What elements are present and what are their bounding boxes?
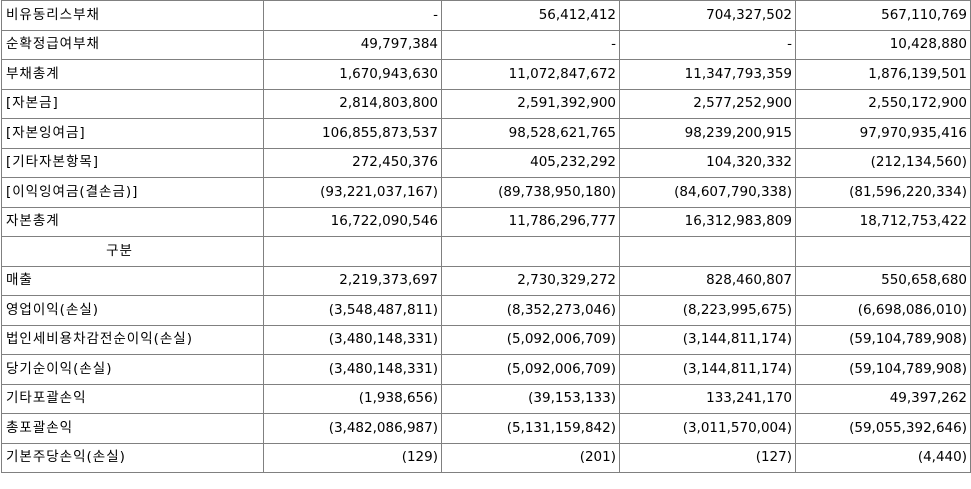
cell-value: (81,596,220,334) xyxy=(795,177,971,208)
cell-value: 1,876,139,501 xyxy=(795,59,971,90)
cell-value: (6,698,086,010) xyxy=(795,295,971,326)
cell-value: 98,239,200,915 xyxy=(619,118,796,149)
cell-value: (201) xyxy=(441,442,620,473)
row-label: 부채총계 xyxy=(1,59,264,90)
cell-value: 2,814,803,800 xyxy=(263,88,442,119)
cell-value: 98,528,621,765 xyxy=(441,118,620,149)
table-row: [이익잉여금(결손금)] (93,221,037,167) (89,738,95… xyxy=(1,177,971,208)
table-row: 기본주당손익(손실) (129) (201) (127) (4,440) xyxy=(1,442,971,473)
cell-value: 2,591,392,900 xyxy=(441,88,620,119)
cell-value: 56,412,412 xyxy=(441,0,620,31)
row-label: 자본총계 xyxy=(1,206,264,237)
header-cell xyxy=(441,236,620,267)
cell-value: 104,320,332 xyxy=(619,147,796,178)
cell-value: 16,312,983,809 xyxy=(619,206,796,237)
cell-value: 2,550,172,900 xyxy=(795,88,971,119)
cell-value: 550,658,680 xyxy=(795,265,971,296)
cell-value: (5,092,006,709) xyxy=(441,324,620,355)
row-label: 당기순이익(손실) xyxy=(1,354,264,385)
table-row: [기타자본항목] 272,450,376 405,232,292 104,320… xyxy=(1,147,971,178)
cell-value: (3,144,811,174) xyxy=(619,354,796,385)
cell-value: (1,938,656) xyxy=(263,383,442,414)
table-row: 순확정급여부채 49,797,384 - - 10,428,880 xyxy=(1,29,971,60)
row-label: 기타포괄손익 xyxy=(1,383,264,414)
table-row: 기타포괄손익 (1,938,656) (39,153,133) 133,241,… xyxy=(1,383,971,414)
cell-value: (84,607,790,338) xyxy=(619,177,796,208)
cell-value: (3,480,148,331) xyxy=(263,324,442,355)
row-label: 총포괄손익 xyxy=(1,413,264,444)
row-label: [자본금] xyxy=(1,88,264,119)
header-cell xyxy=(263,236,442,267)
cell-value: 11,072,847,672 xyxy=(441,59,620,90)
cell-value: (59,104,789,908) xyxy=(795,354,971,385)
table-row: 자본총계 16,722,090,546 11,786,296,777 16,31… xyxy=(1,206,971,237)
table-row: 총포괄손익 (3,482,086,987) (5,131,159,842) (3… xyxy=(1,413,971,444)
cell-value: 106,855,873,537 xyxy=(263,118,442,149)
row-label: [자본잉여금] xyxy=(1,118,264,149)
cell-value: (39,153,133) xyxy=(441,383,620,414)
cell-value: 10,428,880 xyxy=(795,29,971,60)
cell-value: (129) xyxy=(263,442,442,473)
table-row: 부채총계 1,670,943,630 11,072,847,672 11,347… xyxy=(1,59,971,90)
cell-value: (8,352,273,046) xyxy=(441,295,620,326)
cell-value: 567,110,769 xyxy=(795,0,971,31)
table-row: 법인세비용차감전순이익(손실) (3,480,148,331) (5,092,0… xyxy=(1,324,971,355)
cell-value: 2,577,252,900 xyxy=(619,88,796,119)
header-cell xyxy=(619,236,796,267)
cell-value: (93,221,037,167) xyxy=(263,177,442,208)
cell-value: - xyxy=(263,0,442,31)
cell-value: 49,797,384 xyxy=(263,29,442,60)
cell-value: 1,670,943,630 xyxy=(263,59,442,90)
cell-value: 133,241,170 xyxy=(619,383,796,414)
cell-value: 11,347,793,359 xyxy=(619,59,796,90)
row-label: [이익잉여금(결손금)] xyxy=(1,177,264,208)
cell-value: 11,786,296,777 xyxy=(441,206,620,237)
cell-value: (3,144,811,174) xyxy=(619,324,796,355)
cell-value: (5,131,159,842) xyxy=(441,413,620,444)
cell-value: - xyxy=(441,29,620,60)
cell-value: (3,548,487,811) xyxy=(263,295,442,326)
cell-value: (4,440) xyxy=(795,442,971,473)
cell-value: (89,738,950,180) xyxy=(441,177,620,208)
cell-value: (3,482,086,987) xyxy=(263,413,442,444)
financial-table: 비유동리스부채 - 56,412,412 704,327,502 567,110… xyxy=(1,0,971,473)
cell-value: 272,450,376 xyxy=(263,147,442,178)
row-label: 영업이익(손실) xyxy=(1,295,264,326)
cell-value: (127) xyxy=(619,442,796,473)
table-row: [자본금] 2,814,803,800 2,591,392,900 2,577,… xyxy=(1,88,971,119)
row-label: 매출 xyxy=(1,265,264,296)
cell-value: (212,134,560) xyxy=(795,147,971,178)
row-label: 기본주당손익(손실) xyxy=(1,442,264,473)
row-label: 순확정급여부채 xyxy=(1,29,264,60)
section-header-label: 구분 xyxy=(1,236,264,267)
cell-value: 18,712,753,422 xyxy=(795,206,971,237)
cell-value: (3,480,148,331) xyxy=(263,354,442,385)
cell-value: (59,055,392,646) xyxy=(795,413,971,444)
cell-value: (59,104,789,908) xyxy=(795,324,971,355)
cell-value: (8,223,995,675) xyxy=(619,295,796,326)
row-label: 법인세비용차감전순이익(손실) xyxy=(1,324,264,355)
cell-value: - xyxy=(619,29,796,60)
cell-value: 16,722,090,546 xyxy=(263,206,442,237)
cell-value: (3,011,570,004) xyxy=(619,413,796,444)
table-row: 영업이익(손실) (3,548,487,811) (8,352,273,046)… xyxy=(1,295,971,326)
header-cell xyxy=(795,236,971,267)
cell-value: 49,397,262 xyxy=(795,383,971,414)
row-label: [기타자본항목] xyxy=(1,147,264,178)
row-label: 비유동리스부채 xyxy=(1,0,264,31)
cell-value: 704,327,502 xyxy=(619,0,796,31)
cell-value: 2,730,329,272 xyxy=(441,265,620,296)
table-row: 비유동리스부채 - 56,412,412 704,327,502 567,110… xyxy=(1,0,971,31)
cell-value: 405,232,292 xyxy=(441,147,620,178)
table-row: 매출 2,219,373,697 2,730,329,272 828,460,8… xyxy=(1,265,971,296)
cell-value: 97,970,935,416 xyxy=(795,118,971,149)
cell-value: 828,460,807 xyxy=(619,265,796,296)
cell-value: 2,219,373,697 xyxy=(263,265,442,296)
table-header-row: 구분 xyxy=(1,236,971,267)
cell-value: (5,092,006,709) xyxy=(441,354,620,385)
table-row: [자본잉여금] 106,855,873,537 98,528,621,765 9… xyxy=(1,118,971,149)
table-row: 당기순이익(손실) (3,480,148,331) (5,092,006,709… xyxy=(1,354,971,385)
